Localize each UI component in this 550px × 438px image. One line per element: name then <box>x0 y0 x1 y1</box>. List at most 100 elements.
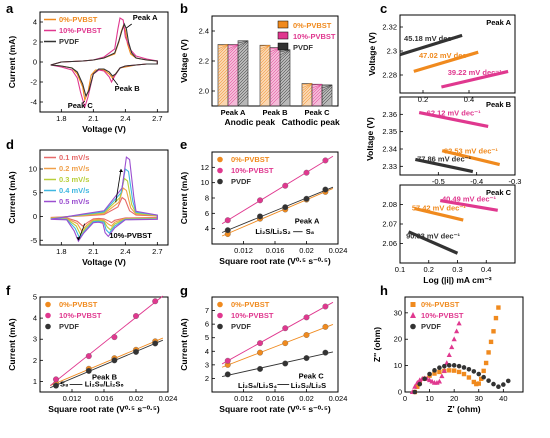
panel-e: 0.012 0.016 0.02 0.024 4 6 8 10 12 Square root ra… <box>179 137 347 266</box>
bar-hatch <box>227 44 239 56</box>
data-point <box>449 344 455 350</box>
bar-hatch <box>237 77 249 89</box>
tafel-line <box>441 149 501 167</box>
fit-line <box>221 188 334 237</box>
data-point <box>152 298 159 305</box>
data-point <box>476 371 482 377</box>
legend-marker <box>217 312 223 319</box>
y-axis-label: Current (mA) <box>179 318 189 371</box>
y-tick-label: 4 <box>33 314 37 323</box>
bar-hatch <box>301 83 313 86</box>
bar-hatch <box>311 84 323 89</box>
bar <box>237 40 249 107</box>
bar-hatch <box>259 47 271 59</box>
y-tick-label: 20 <box>394 335 402 344</box>
data-point <box>483 360 489 366</box>
x-tick-label: 0 <box>403 394 407 403</box>
x-tick-label: 2.1 <box>88 114 98 123</box>
fit-line <box>221 155 334 225</box>
legend-marker <box>45 323 51 330</box>
bar-hatch <box>217 62 229 74</box>
data-point <box>456 363 462 369</box>
y-tick-label: -5 <box>30 236 37 245</box>
bar-hatch <box>311 84 323 95</box>
bar-hatch <box>217 56 229 68</box>
bar-hatch <box>279 49 291 56</box>
data-point <box>436 378 443 384</box>
annotation-arrow <box>112 77 119 86</box>
legend-marker <box>217 167 223 174</box>
bar-hatch <box>227 59 239 71</box>
bar-hatch <box>237 92 249 104</box>
data-point <box>479 376 484 382</box>
bar-hatch <box>279 62 291 74</box>
slope-label: 77.86 mV dec⁻¹ <box>417 154 471 163</box>
y-tick-label: 2.33 <box>382 162 397 171</box>
y-tick-label: 3 <box>33 335 37 344</box>
bar-hatch <box>301 83 313 92</box>
x-tick-label: 2.7 <box>152 114 162 123</box>
bar-hatch <box>217 44 229 53</box>
series-line <box>50 196 158 227</box>
panel-label: f <box>6 283 11 298</box>
data-point <box>461 365 467 370</box>
bar-hatch <box>227 56 239 68</box>
annotation-product: S₈ <box>306 227 315 236</box>
bar-hatch <box>217 95 229 107</box>
bar-hatch <box>237 89 249 101</box>
data-point <box>282 182 289 189</box>
y-tick-label: 4 <box>205 347 209 356</box>
legend-label: 0.4 mV/s <box>59 186 89 195</box>
bar-hatch <box>321 84 333 95</box>
data-point <box>133 313 139 319</box>
data-point <box>471 369 477 374</box>
annotation-peak-c: Peak C <box>68 101 94 110</box>
y-axis-label: Current (mA) <box>7 318 17 371</box>
y-tick-label: 6 <box>205 209 209 218</box>
x-tick-label: 40 <box>499 394 507 403</box>
bar-hatch <box>269 50 281 62</box>
bar-hatch <box>227 44 239 50</box>
bar-hatch <box>217 71 229 83</box>
legend-label: 10%-PVBST <box>59 311 102 320</box>
annotation-peak: Peak B <box>92 372 118 381</box>
tafel-line <box>439 199 499 212</box>
data-point <box>474 381 479 387</box>
panel-label: d <box>6 137 14 152</box>
data-point <box>461 371 467 377</box>
plot-frame <box>399 96 516 176</box>
slope-label: 39.22 mV dec⁻¹ <box>448 68 502 77</box>
bar-hatch <box>259 71 271 83</box>
x-tick-label: 0.016 <box>266 246 285 255</box>
bar-hatch <box>279 77 291 89</box>
bar-hatch <box>301 86 313 98</box>
data-point <box>422 376 427 382</box>
y-axis-label: Z'' (ohm) <box>372 327 382 362</box>
tafel-line <box>418 111 489 129</box>
bar-hatch <box>227 80 239 92</box>
y-tick-label: 2.36 <box>382 110 397 119</box>
data-point <box>224 371 231 378</box>
data-point <box>441 368 447 373</box>
y-tick-label: 2.34 <box>382 145 397 154</box>
legend-label: 0%-PVBST <box>59 300 98 309</box>
bar-hatch <box>237 71 249 83</box>
plot-frame <box>39 149 169 246</box>
bar-hatch <box>269 89 281 101</box>
data-point <box>224 227 231 234</box>
y-tick-label: 2.3 <box>387 47 397 56</box>
panel-label: a <box>6 1 14 16</box>
y-tick-label: 2.06 <box>382 239 397 248</box>
y-tick-label: 7 <box>205 306 209 315</box>
x-tick-label: 0.012 <box>234 394 253 403</box>
legend-label: 0%-PVBST <box>231 300 270 309</box>
panel-g: 0.012 0.016 0.02 0.024 2 3 4 5 6 7 Square root rat… <box>179 283 347 414</box>
bar-hatch <box>217 86 229 98</box>
legend-label: PVDF <box>231 177 251 186</box>
legend-marker <box>45 312 51 319</box>
data-point <box>496 305 501 310</box>
bar-hatch <box>217 47 229 59</box>
data-point <box>481 374 486 380</box>
bar-hatch <box>269 65 281 77</box>
annotation-product: Li₂S₂/Li₂S <box>291 381 326 390</box>
